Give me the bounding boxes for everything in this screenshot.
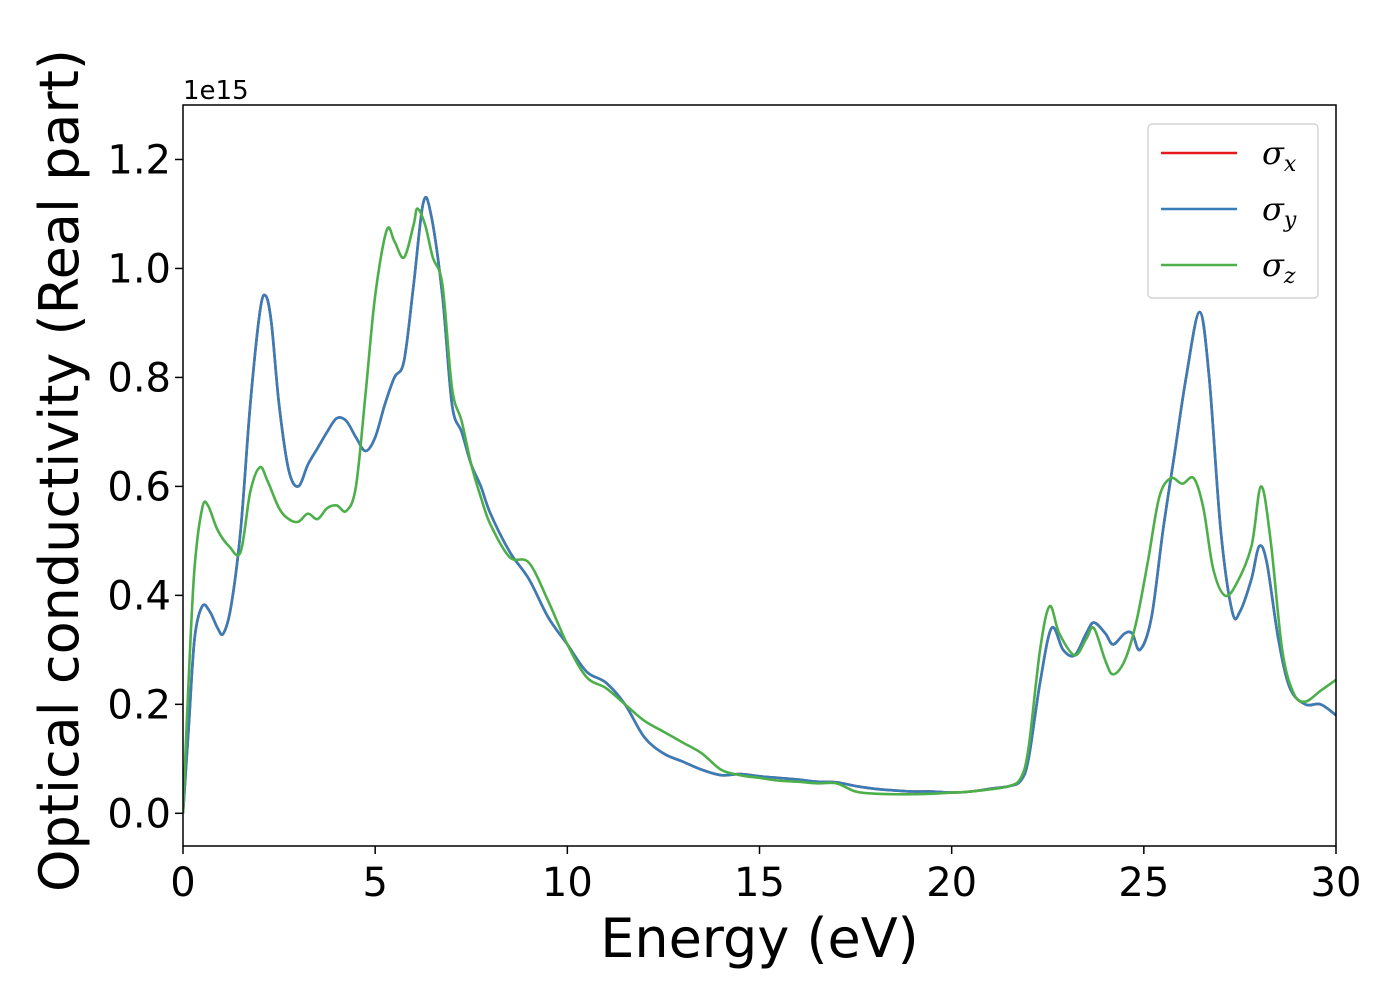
y-tick-label: 1.2 (107, 137, 171, 183)
x-tick-label: 20 (926, 860, 977, 906)
y-axis: 0.0 0.2 0.4 0.6 0.8 1.0 1.2 (107, 137, 183, 837)
series-line-z (183, 207, 1336, 814)
legend: σx σy σz (1147, 123, 1319, 299)
x-tick-label: 15 (734, 860, 785, 906)
x-axis: 0 5 10 15 20 25 30 (170, 846, 1361, 906)
y-tick-label: 1.0 (107, 246, 171, 292)
x-tick-label: 0 (170, 860, 195, 906)
y-tick-label: 0.4 (107, 573, 171, 619)
x-tick-label: 30 (1311, 860, 1362, 906)
series-layer (183, 195, 1336, 814)
x-tick-label: 10 (542, 860, 593, 906)
y-tick-label: 0.2 (107, 682, 171, 728)
y-axis-label: Optical conductivity (Real part) (28, 49, 91, 892)
x-axis-label: Energy (eV) (600, 907, 919, 970)
y-tick-label: 0.8 (107, 355, 171, 401)
x-tick-label: 5 (362, 860, 387, 906)
legend-label-z: σz (1262, 246, 1296, 289)
x-tick-label: 25 (1118, 860, 1169, 906)
y-tick-label: 0.6 (107, 464, 171, 510)
y-offset-label: 1e15 (183, 76, 249, 106)
legend-label-x: σx (1262, 134, 1297, 177)
legend-box (1147, 123, 1319, 299)
series-line-y (183, 195, 1336, 814)
y-tick-label: 0.0 (107, 791, 171, 837)
legend-label-y: σy (1262, 190, 1297, 233)
